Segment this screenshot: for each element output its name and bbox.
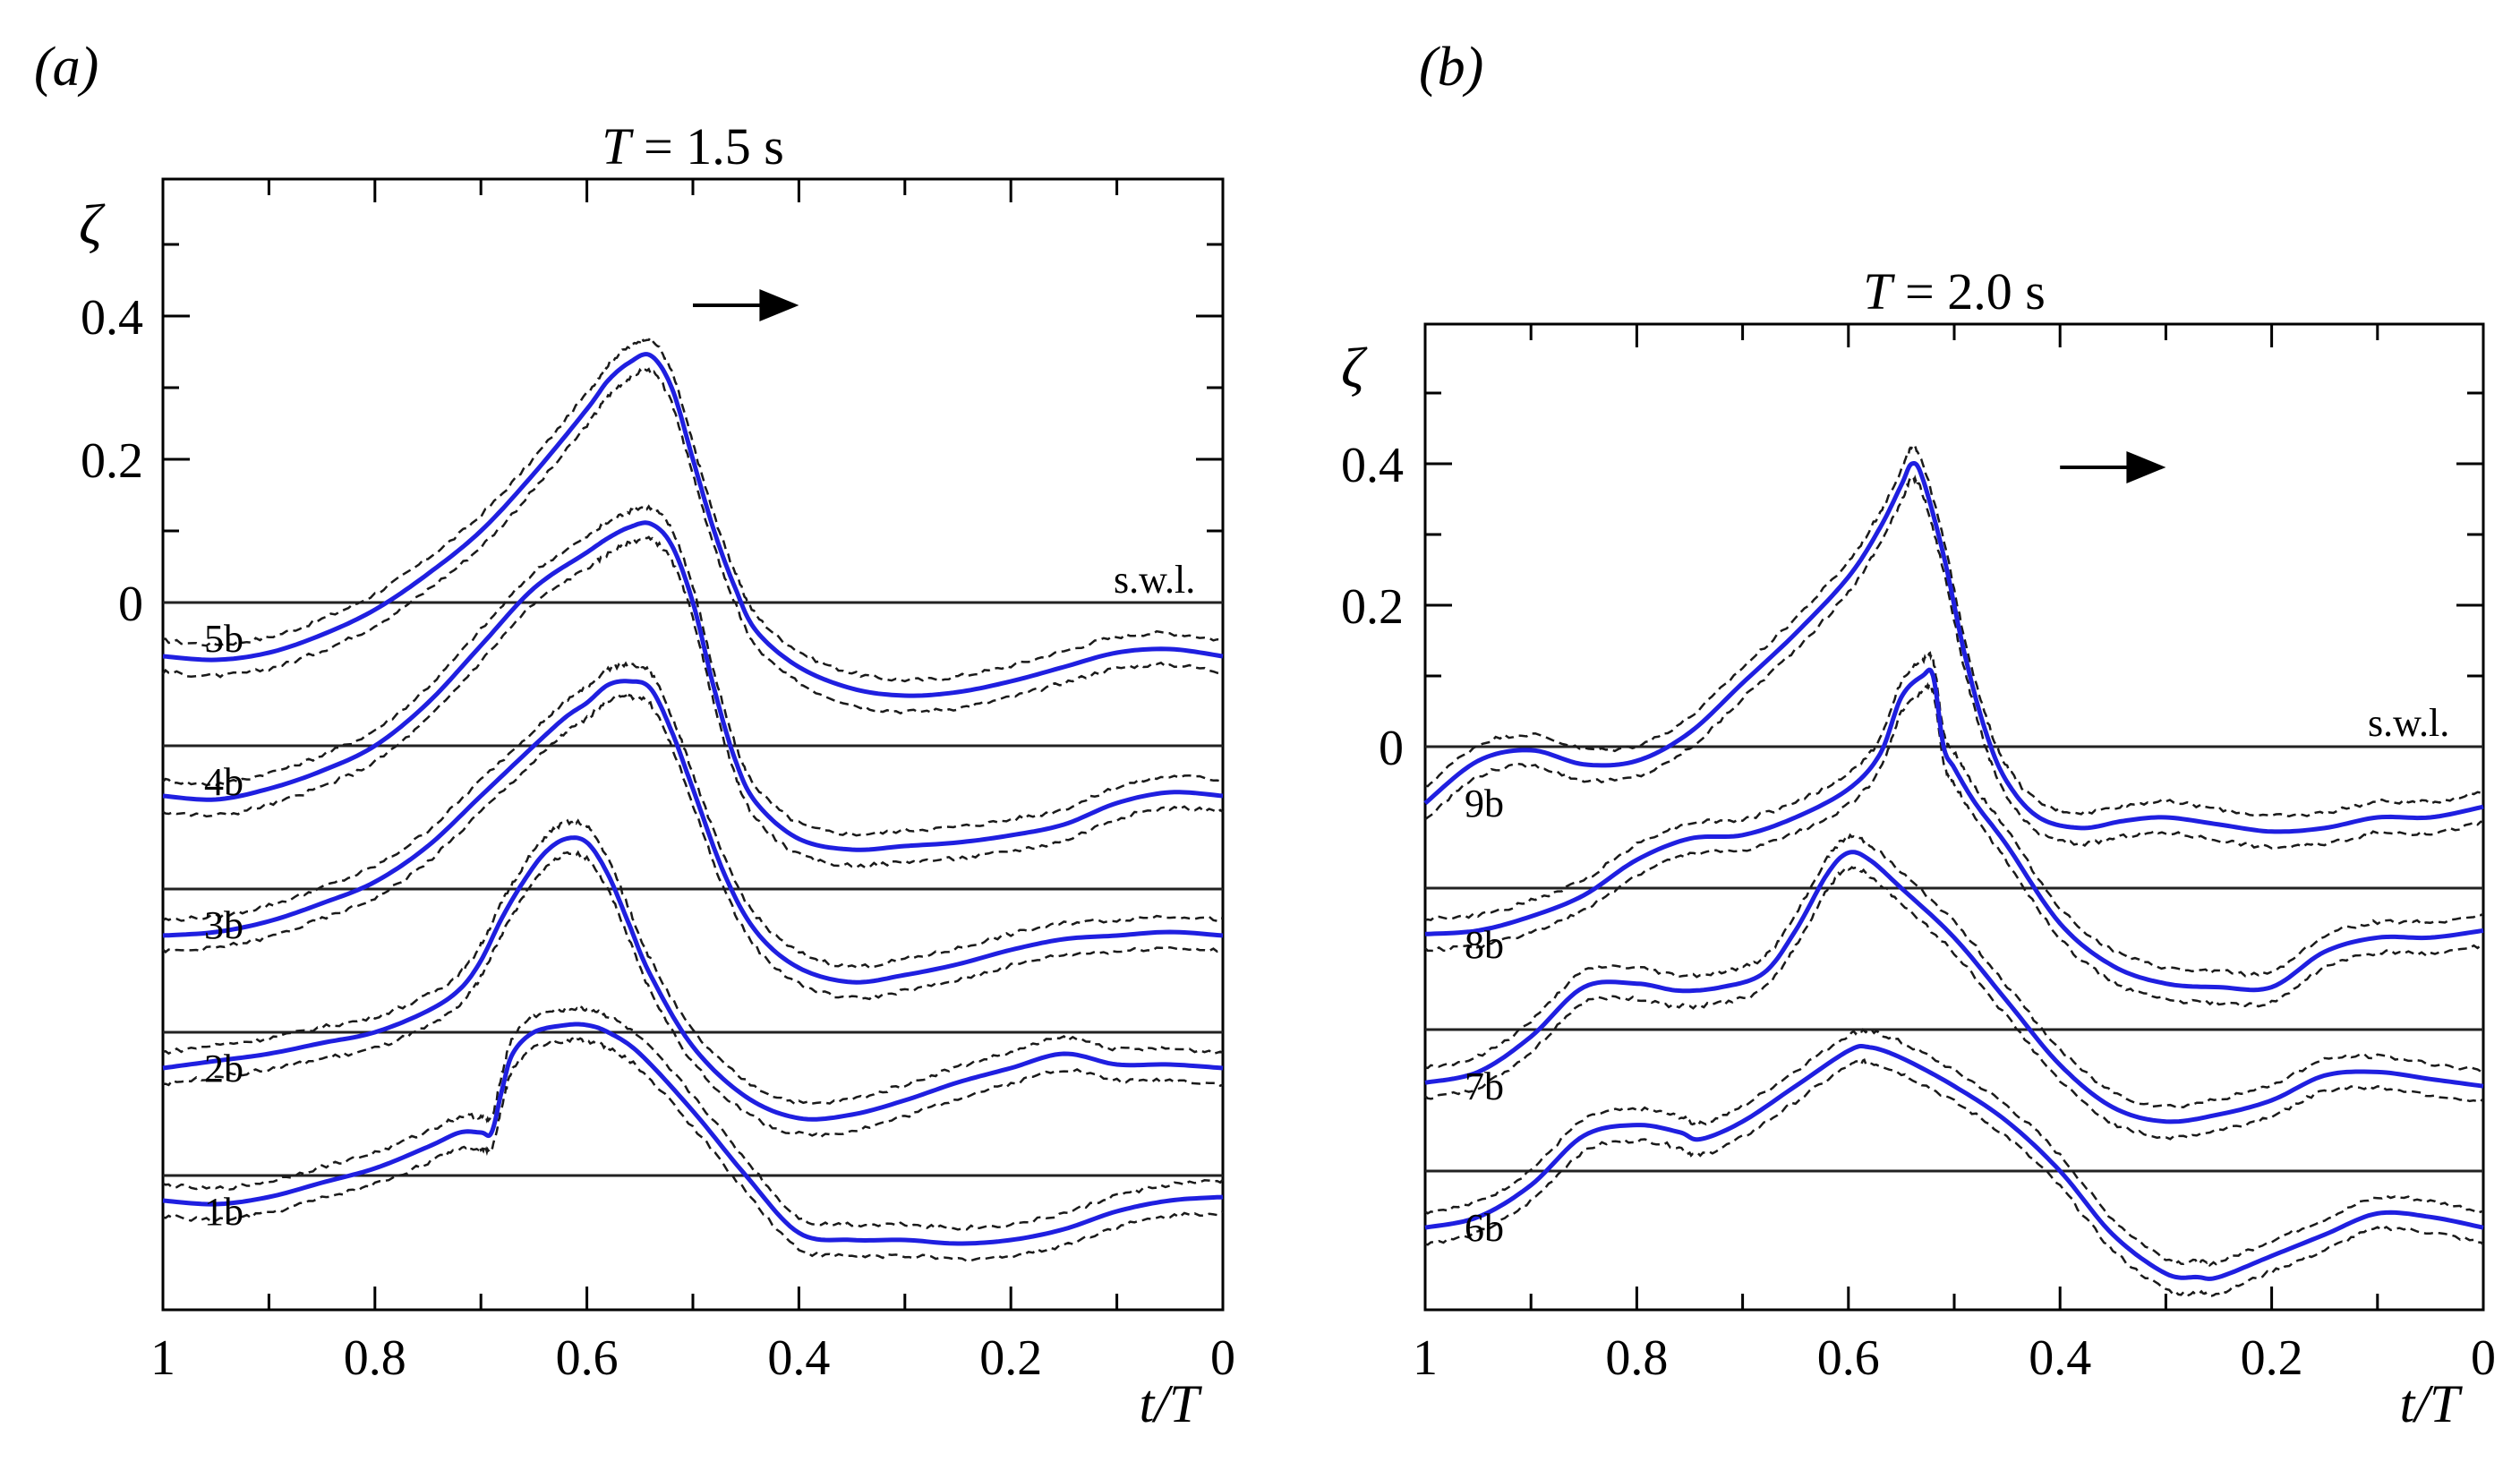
chart-title-symbol: T (1863, 262, 1895, 321)
panel-a: (a) T = 1.5 s 1 0.8 0.6 0.4 0.2 0 0.4 0.2 0 ζ t/T s.w… (34, 37, 1235, 1433)
plot-frame (1423, 322, 2485, 1312)
panel-label: (a) (34, 37, 98, 98)
gauge-label-6b: 6b (1465, 1206, 1504, 1250)
chart-title: T = 2.0 s (1863, 262, 2046, 321)
x-tick-label: 0.2 (2241, 1330, 2303, 1386)
y-tick-label: 0.4 (81, 290, 143, 346)
x-tick-label: 0.2 (979, 1330, 1042, 1386)
envelope-lower-1b (162, 1036, 1224, 1262)
envelope-lower-4b (162, 535, 1224, 869)
x-tick-label: 0.4 (767, 1330, 830, 1386)
envelope-lower-6b (1424, 1058, 2484, 1297)
envelope-upper-2b (162, 818, 1224, 1106)
panel-label: (b) (1419, 37, 1483, 98)
y-tick-label: 0.4 (1341, 438, 1404, 493)
envelope-upper-8b (1424, 651, 2484, 978)
chart-title-rest: = 2.0 s (1892, 262, 2045, 321)
gauge-label-9b: 9b (1465, 782, 1504, 825)
envelope-lower-8b (1424, 681, 2484, 1008)
wave-direction-arrow-head (2126, 450, 2166, 483)
swl-label: s.w.l. (1114, 558, 1195, 602)
y-axis-label: ζ (1341, 336, 1368, 399)
envelope-upper-5b (162, 335, 1224, 683)
x-tick-label: 1 (150, 1330, 175, 1386)
x-tick-label: 0.4 (2029, 1330, 2091, 1386)
x-tick-label: 0 (2471, 1330, 2496, 1386)
x-tick-label: 0.6 (1817, 1330, 1880, 1386)
envelope-upper-3b (162, 661, 1224, 970)
mean-series-4b (162, 520, 1224, 852)
mean-series-8b (1424, 667, 2484, 993)
x-tick-label: 0.6 (556, 1330, 619, 1386)
envelope-upper-7b (1424, 833, 2484, 1108)
x-tick-label: 0.8 (1605, 1330, 1668, 1386)
envelope-upper-9b (1424, 443, 2484, 817)
mean-series-3b (162, 679, 1224, 985)
gauge-label-8b: 8b (1465, 923, 1504, 967)
mean-series-9b (1423, 461, 2484, 834)
mean-series-1b (162, 1022, 1224, 1246)
mean-series-2b (162, 835, 1224, 1122)
envelope-upper-1b (162, 1005, 1224, 1231)
gauge-label-3b: 3b (204, 903, 243, 947)
y-tick-label: 0.2 (1341, 579, 1404, 635)
envelope-lower-7b (1424, 866, 2484, 1141)
swl-label: s.w.l. (2368, 701, 2449, 745)
wave-direction-arrow-head (759, 289, 799, 321)
y-tick-label: 0 (118, 577, 143, 632)
envelope-lower-2b (162, 850, 1224, 1139)
x-tick-label: 0.8 (344, 1330, 406, 1386)
envelope-upper-6b (1424, 1028, 2484, 1268)
gauge-label-7b: 7b (1465, 1064, 1504, 1108)
chart-title-symbol: T (602, 117, 634, 175)
envelope-upper-4b (162, 504, 1224, 837)
chart-title: T = 1.5 s (602, 117, 784, 175)
x-tick-label: 0 (1210, 1330, 1235, 1386)
y-axis-label: ζ (79, 192, 106, 256)
y-tick-label: 0.2 (81, 433, 143, 489)
panel-b: (b) T = 2.0 s 1 0.8 0.6 0.4 0.2 0 0.4 0.2 0 ζ t/T s.w… (1341, 37, 2496, 1433)
chart-title-rest: = 1.5 s (630, 117, 783, 175)
gauge-label-4b: 4b (204, 760, 243, 804)
y-tick-label: 0 (1379, 721, 1404, 776)
mean-series-6b (1424, 1044, 2484, 1281)
envelope-lower-3b (162, 693, 1223, 1001)
envelope-lower-9b (1424, 474, 2484, 850)
x-axis-label: t/T (1140, 1374, 1202, 1433)
envelope-lower-5b (161, 367, 1224, 715)
x-axis-label: t/T (2400, 1374, 2463, 1433)
mean-series-7b (1424, 850, 2484, 1124)
mean-series-5b (162, 352, 1224, 698)
gauge-label-2b: 2b (204, 1047, 243, 1090)
x-tick-label: 1 (1413, 1330, 1438, 1386)
gauge-label-1b: 1b (204, 1190, 243, 1234)
gauge-label-5b: 5b (204, 617, 243, 661)
